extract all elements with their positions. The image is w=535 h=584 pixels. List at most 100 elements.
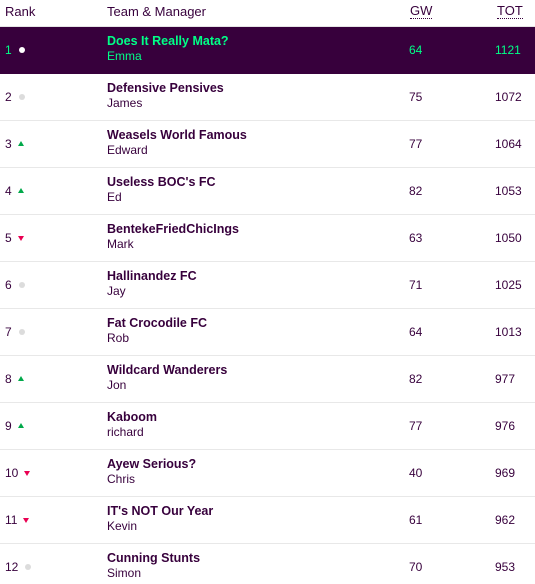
table-row: 1 Does It Really Mata? Emma 64 1121 xyxy=(0,27,535,74)
team-name-link[interactable]: Fat Crocodile FC xyxy=(107,316,208,330)
manager-name: Chris xyxy=(107,472,136,486)
manager-name: Rob xyxy=(107,331,130,345)
team-manager-cell: IT's NOT Our Year Kevin xyxy=(107,504,213,534)
team-manager-cell: Weasels World Famous Edward xyxy=(107,128,247,158)
rank-movement-up-arrow-icon xyxy=(17,422,26,430)
rank-movement-up-arrow-icon xyxy=(17,187,26,195)
rank-movement-up-arrow-icon xyxy=(17,375,26,383)
team-manager-cell: Ayew Serious? Chris xyxy=(107,457,196,487)
manager-name: Mark xyxy=(107,237,134,251)
manager-name: Emma xyxy=(107,49,142,63)
table-row: 2 Defensive Pensives James 75 1072 xyxy=(0,74,535,121)
rank-cell: 4 xyxy=(5,168,26,214)
rank-number: 3 xyxy=(5,137,12,151)
team-manager-column-header: Team & Manager xyxy=(107,4,206,19)
team-manager-cell: Cunning Stunts Simon xyxy=(107,551,200,581)
team-name-link[interactable]: Defensive Pensives xyxy=(107,81,224,95)
gameweek-points: 77 xyxy=(409,419,423,433)
rank-number: 12 xyxy=(5,560,19,574)
table-row: 10 Ayew Serious? Chris 40 969 xyxy=(0,450,535,497)
total-points: 1050 xyxy=(495,231,522,245)
gameweek-points: 77 xyxy=(409,137,423,151)
team-manager-cell: Hallinandez FC Jay xyxy=(107,269,197,299)
rank-cell: 9 xyxy=(5,403,26,449)
total-points: 953 xyxy=(495,560,516,574)
rank-number: 10 xyxy=(5,466,19,480)
manager-name: Ed xyxy=(107,190,122,204)
rank-movement-unchanged-dot-icon xyxy=(18,46,26,54)
rank-cell: 11 xyxy=(5,497,31,543)
total-points: 1013 xyxy=(495,325,522,339)
team-manager-cell: Wildcard Wanderers Jon xyxy=(107,363,227,393)
manager-name: Jay xyxy=(107,284,126,298)
table-header: Rank Team & Manager GW TOT xyxy=(0,0,535,27)
team-name-link[interactable]: Useless BOC's FC xyxy=(107,175,216,189)
rank-cell: 8 xyxy=(5,356,26,402)
team-manager-cell: Kaboom richard xyxy=(107,410,157,440)
rank-number: 7 xyxy=(5,325,12,339)
total-points: 1025 xyxy=(495,278,522,292)
team-name-link[interactable]: Ayew Serious? xyxy=(107,457,197,471)
team-name-link[interactable]: Kaboom xyxy=(107,410,157,424)
manager-name: Jon xyxy=(107,378,127,392)
gameweek-points: 64 xyxy=(409,325,423,339)
rank-cell: 12 xyxy=(5,544,32,584)
table-row: 4 Useless BOC's FC Ed 82 1053 xyxy=(0,168,535,215)
rank-movement-up-arrow-icon xyxy=(17,140,26,148)
rank-column-header: Rank xyxy=(5,4,36,19)
rank-cell: 3 xyxy=(5,121,26,167)
total-points: 1072 xyxy=(495,90,522,104)
rank-number: 9 xyxy=(5,419,12,433)
rank-number: 8 xyxy=(5,372,12,386)
table-body: 1 Does It Really Mata? Emma 64 1121 2 De… xyxy=(0,27,535,584)
total-points: 962 xyxy=(495,513,516,527)
total-points: 969 xyxy=(495,466,516,480)
team-manager-cell: Defensive Pensives James xyxy=(107,81,224,111)
total-points: 1053 xyxy=(495,184,522,198)
rank-movement-unchanged-dot-icon xyxy=(18,93,26,101)
team-name-link[interactable]: BentekeFriedChicIngs xyxy=(107,222,239,236)
rank-number: 2 xyxy=(5,90,12,104)
team-name-link[interactable]: IT's NOT Our Year xyxy=(107,504,214,518)
rank-movement-unchanged-dot-icon xyxy=(18,328,26,336)
team-name-link[interactable]: Does It Really Mata? xyxy=(107,34,229,48)
table-row: 3 Weasels World Famous Edward 77 1064 xyxy=(0,121,535,168)
rank-movement-unchanged-dot-icon xyxy=(18,281,26,289)
team-name-link[interactable]: Hallinandez FC xyxy=(107,269,197,283)
table-row: 12 Cunning Stunts Simon 70 953 xyxy=(0,544,535,584)
rank-cell: 7 xyxy=(5,309,26,355)
team-name-link[interactable]: Wildcard Wanderers xyxy=(107,363,228,377)
gameweek-points: 70 xyxy=(409,560,423,574)
gameweek-points: 63 xyxy=(409,231,423,245)
gameweek-points: 40 xyxy=(409,466,423,480)
rank-cell: 10 xyxy=(5,450,32,496)
table-row: 11 IT's NOT Our Year Kevin 61 962 xyxy=(0,497,535,544)
table-row: 7 Fat Crocodile FC Rob 64 1013 xyxy=(0,309,535,356)
manager-name: Simon xyxy=(107,566,142,580)
manager-name: James xyxy=(107,96,143,110)
rank-cell: 1 xyxy=(5,27,26,73)
table-row: 5 BentekeFriedChicIngs Mark 63 1050 xyxy=(0,215,535,262)
rank-movement-down-arrow-icon xyxy=(23,516,31,524)
gameweek-points: 82 xyxy=(409,372,423,386)
table-row: 9 Kaboom richard 77 976 xyxy=(0,403,535,450)
team-manager-cell: BentekeFriedChicIngs Mark xyxy=(107,222,239,252)
rank-number: 1 xyxy=(5,43,12,57)
team-name-link[interactable]: Cunning Stunts xyxy=(107,551,201,565)
total-points: 976 xyxy=(495,419,516,433)
rank-number: 5 xyxy=(5,231,12,245)
rank-cell: 2 xyxy=(5,74,26,120)
total-points: 1121 xyxy=(495,43,521,57)
team-manager-cell: Useless BOC's FC Ed xyxy=(107,175,216,205)
gameweek-points: 64 xyxy=(409,43,423,57)
rank-number: 6 xyxy=(5,278,12,292)
rank-number: 11 xyxy=(5,513,18,527)
table-row: 6 Hallinandez FC Jay 71 1025 xyxy=(0,262,535,309)
team-name-link[interactable]: Weasels World Famous xyxy=(107,128,247,142)
total-points-column-header[interactable]: TOT xyxy=(497,3,523,19)
gameweek-points-column-header[interactable]: GW xyxy=(410,3,433,19)
gameweek-points: 82 xyxy=(409,184,423,198)
team-manager-cell: Fat Crocodile FC Rob xyxy=(107,316,207,346)
total-points: 1064 xyxy=(495,137,522,151)
